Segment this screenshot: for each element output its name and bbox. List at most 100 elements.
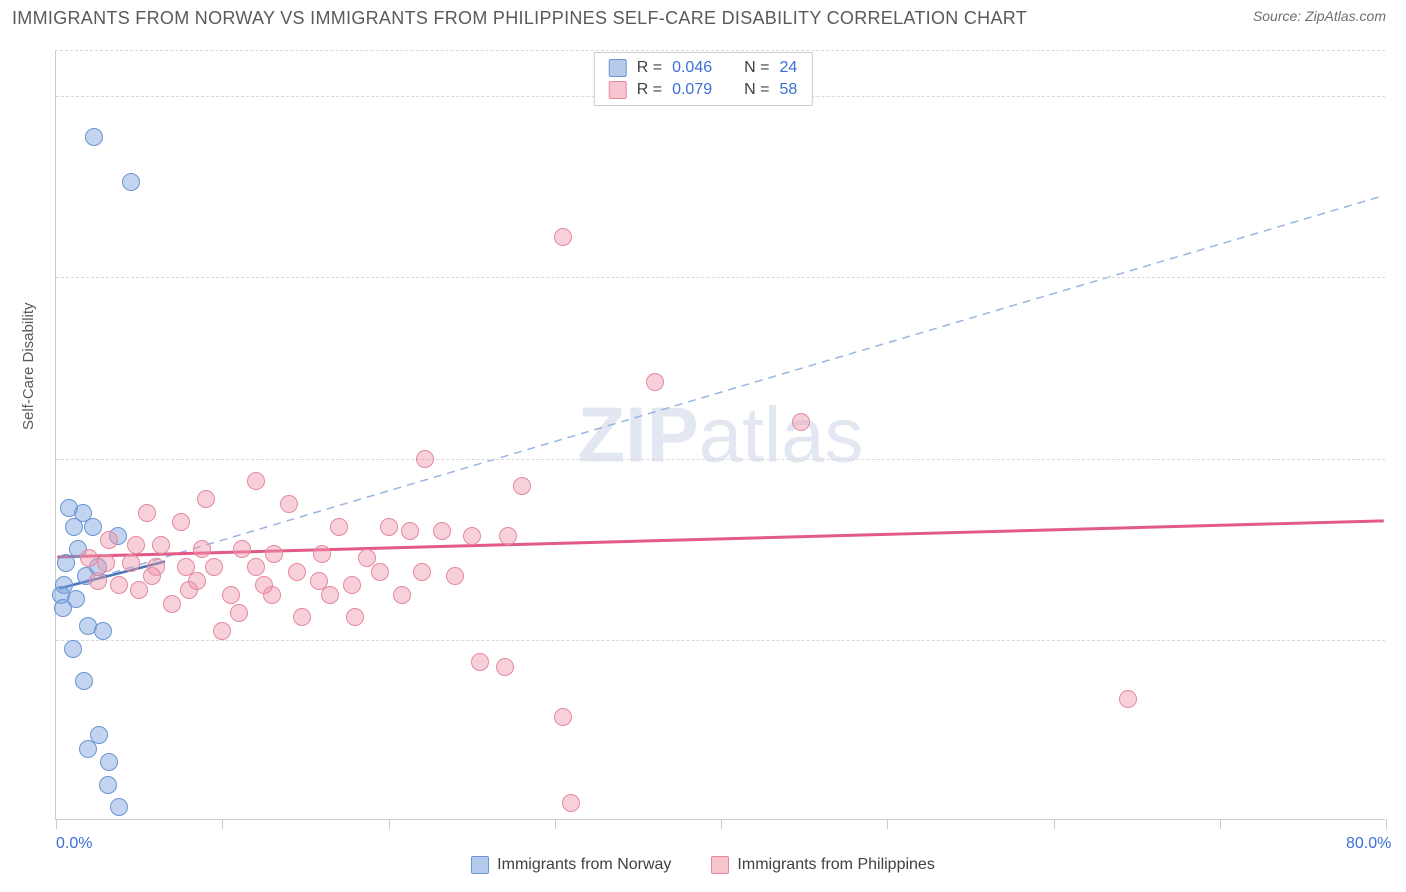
scatter-point xyxy=(313,545,331,563)
legend-correlation-row: R = 0.046 N = 24 xyxy=(609,57,798,79)
trend-line xyxy=(59,196,1384,589)
scatter-point xyxy=(554,708,572,726)
scatter-point xyxy=(554,228,572,246)
scatter-point xyxy=(792,413,810,431)
legend-swatch xyxy=(711,856,729,874)
n-label: N = xyxy=(744,81,769,99)
scatter-point xyxy=(143,567,161,585)
scatter-point xyxy=(193,540,211,558)
scatter-point xyxy=(371,563,389,581)
scatter-point xyxy=(110,576,128,594)
scatter-point xyxy=(463,527,481,545)
scatter-point xyxy=(110,798,128,816)
x-tick xyxy=(887,819,888,829)
scatter-point xyxy=(380,518,398,536)
scatter-point xyxy=(122,554,140,572)
scatter-point xyxy=(64,640,82,658)
scatter-point xyxy=(330,518,348,536)
r-value: 0.079 xyxy=(672,81,712,99)
chart-plot-area: ZIPatlas 2.0%4.0%6.0%8.0%0.0%80.0% xyxy=(55,50,1385,820)
x-tick xyxy=(222,819,223,829)
scatter-point xyxy=(57,554,75,572)
scatter-point xyxy=(247,472,265,490)
scatter-point xyxy=(100,753,118,771)
scatter-point xyxy=(75,672,93,690)
legend-series-label: Immigrants from Norway xyxy=(497,856,671,874)
scatter-point xyxy=(65,518,83,536)
gridline xyxy=(56,277,1385,278)
scatter-point xyxy=(122,173,140,191)
chart-overlay-svg xyxy=(56,51,1385,819)
x-tick xyxy=(555,819,556,829)
r-label: R = xyxy=(637,59,662,77)
scatter-point xyxy=(280,495,298,513)
scatter-point xyxy=(84,518,102,536)
n-label: N = xyxy=(744,59,769,77)
legend-swatch xyxy=(471,856,489,874)
x-tick xyxy=(56,819,57,829)
legend-correlation-row: R = 0.079 N = 58 xyxy=(609,79,798,101)
scatter-point xyxy=(222,586,240,604)
scatter-point xyxy=(205,558,223,576)
scatter-point xyxy=(197,490,215,508)
scatter-point xyxy=(499,527,517,545)
scatter-point xyxy=(413,563,431,581)
scatter-point xyxy=(94,622,112,640)
scatter-point xyxy=(54,599,72,617)
legend-swatch xyxy=(609,81,627,99)
scatter-point xyxy=(471,653,489,671)
scatter-point xyxy=(213,622,231,640)
scatter-point xyxy=(293,608,311,626)
n-value: 58 xyxy=(779,81,797,99)
scatter-point xyxy=(401,522,419,540)
x-tick-label: 80.0% xyxy=(1346,835,1391,853)
scatter-point xyxy=(97,554,115,572)
scatter-point xyxy=(188,572,206,590)
x-tick xyxy=(721,819,722,829)
chart-header: IMMIGRANTS FROM NORWAY VS IMMIGRANTS FRO… xyxy=(0,0,1406,33)
legend-series-label: Immigrants from Philippines xyxy=(737,856,934,874)
scatter-point xyxy=(127,536,145,554)
scatter-point xyxy=(513,477,531,495)
scatter-point xyxy=(99,776,117,794)
legend-series: Immigrants from Norway Immigrants from Ph… xyxy=(0,856,1406,874)
scatter-point xyxy=(416,450,434,468)
x-tick xyxy=(389,819,390,829)
watermark: ZIPatlas xyxy=(577,390,863,481)
scatter-point xyxy=(80,549,98,567)
legend-series-item: Immigrants from Norway xyxy=(471,856,671,874)
scatter-point xyxy=(433,522,451,540)
chart-source: Source: ZipAtlas.com xyxy=(1253,8,1386,24)
scatter-point xyxy=(343,576,361,594)
gridline xyxy=(56,459,1385,460)
scatter-point xyxy=(255,576,273,594)
scatter-point xyxy=(446,567,464,585)
scatter-point xyxy=(138,504,156,522)
x-tick-label: 0.0% xyxy=(56,835,92,853)
scatter-point xyxy=(265,545,283,563)
scatter-point xyxy=(89,572,107,590)
n-value: 24 xyxy=(779,59,797,77)
x-tick xyxy=(1054,819,1055,829)
legend-correlation: R = 0.046 N = 24 R = 0.079 N = 58 xyxy=(594,52,813,106)
scatter-point xyxy=(172,513,190,531)
scatter-point xyxy=(562,794,580,812)
scatter-point xyxy=(230,604,248,622)
r-label: R = xyxy=(637,81,662,99)
r-value: 0.046 xyxy=(672,59,712,77)
scatter-point xyxy=(288,563,306,581)
gridline xyxy=(56,640,1385,641)
scatter-point xyxy=(496,658,514,676)
x-tick xyxy=(1386,819,1387,829)
scatter-point xyxy=(346,608,364,626)
scatter-point xyxy=(100,531,118,549)
x-tick xyxy=(1220,819,1221,829)
scatter-point xyxy=(393,586,411,604)
scatter-point xyxy=(646,373,664,391)
scatter-point xyxy=(247,558,265,576)
scatter-point xyxy=(321,586,339,604)
legend-series-item: Immigrants from Philippines xyxy=(711,856,934,874)
scatter-point xyxy=(163,595,181,613)
legend-swatch xyxy=(609,59,627,77)
scatter-point xyxy=(152,536,170,554)
